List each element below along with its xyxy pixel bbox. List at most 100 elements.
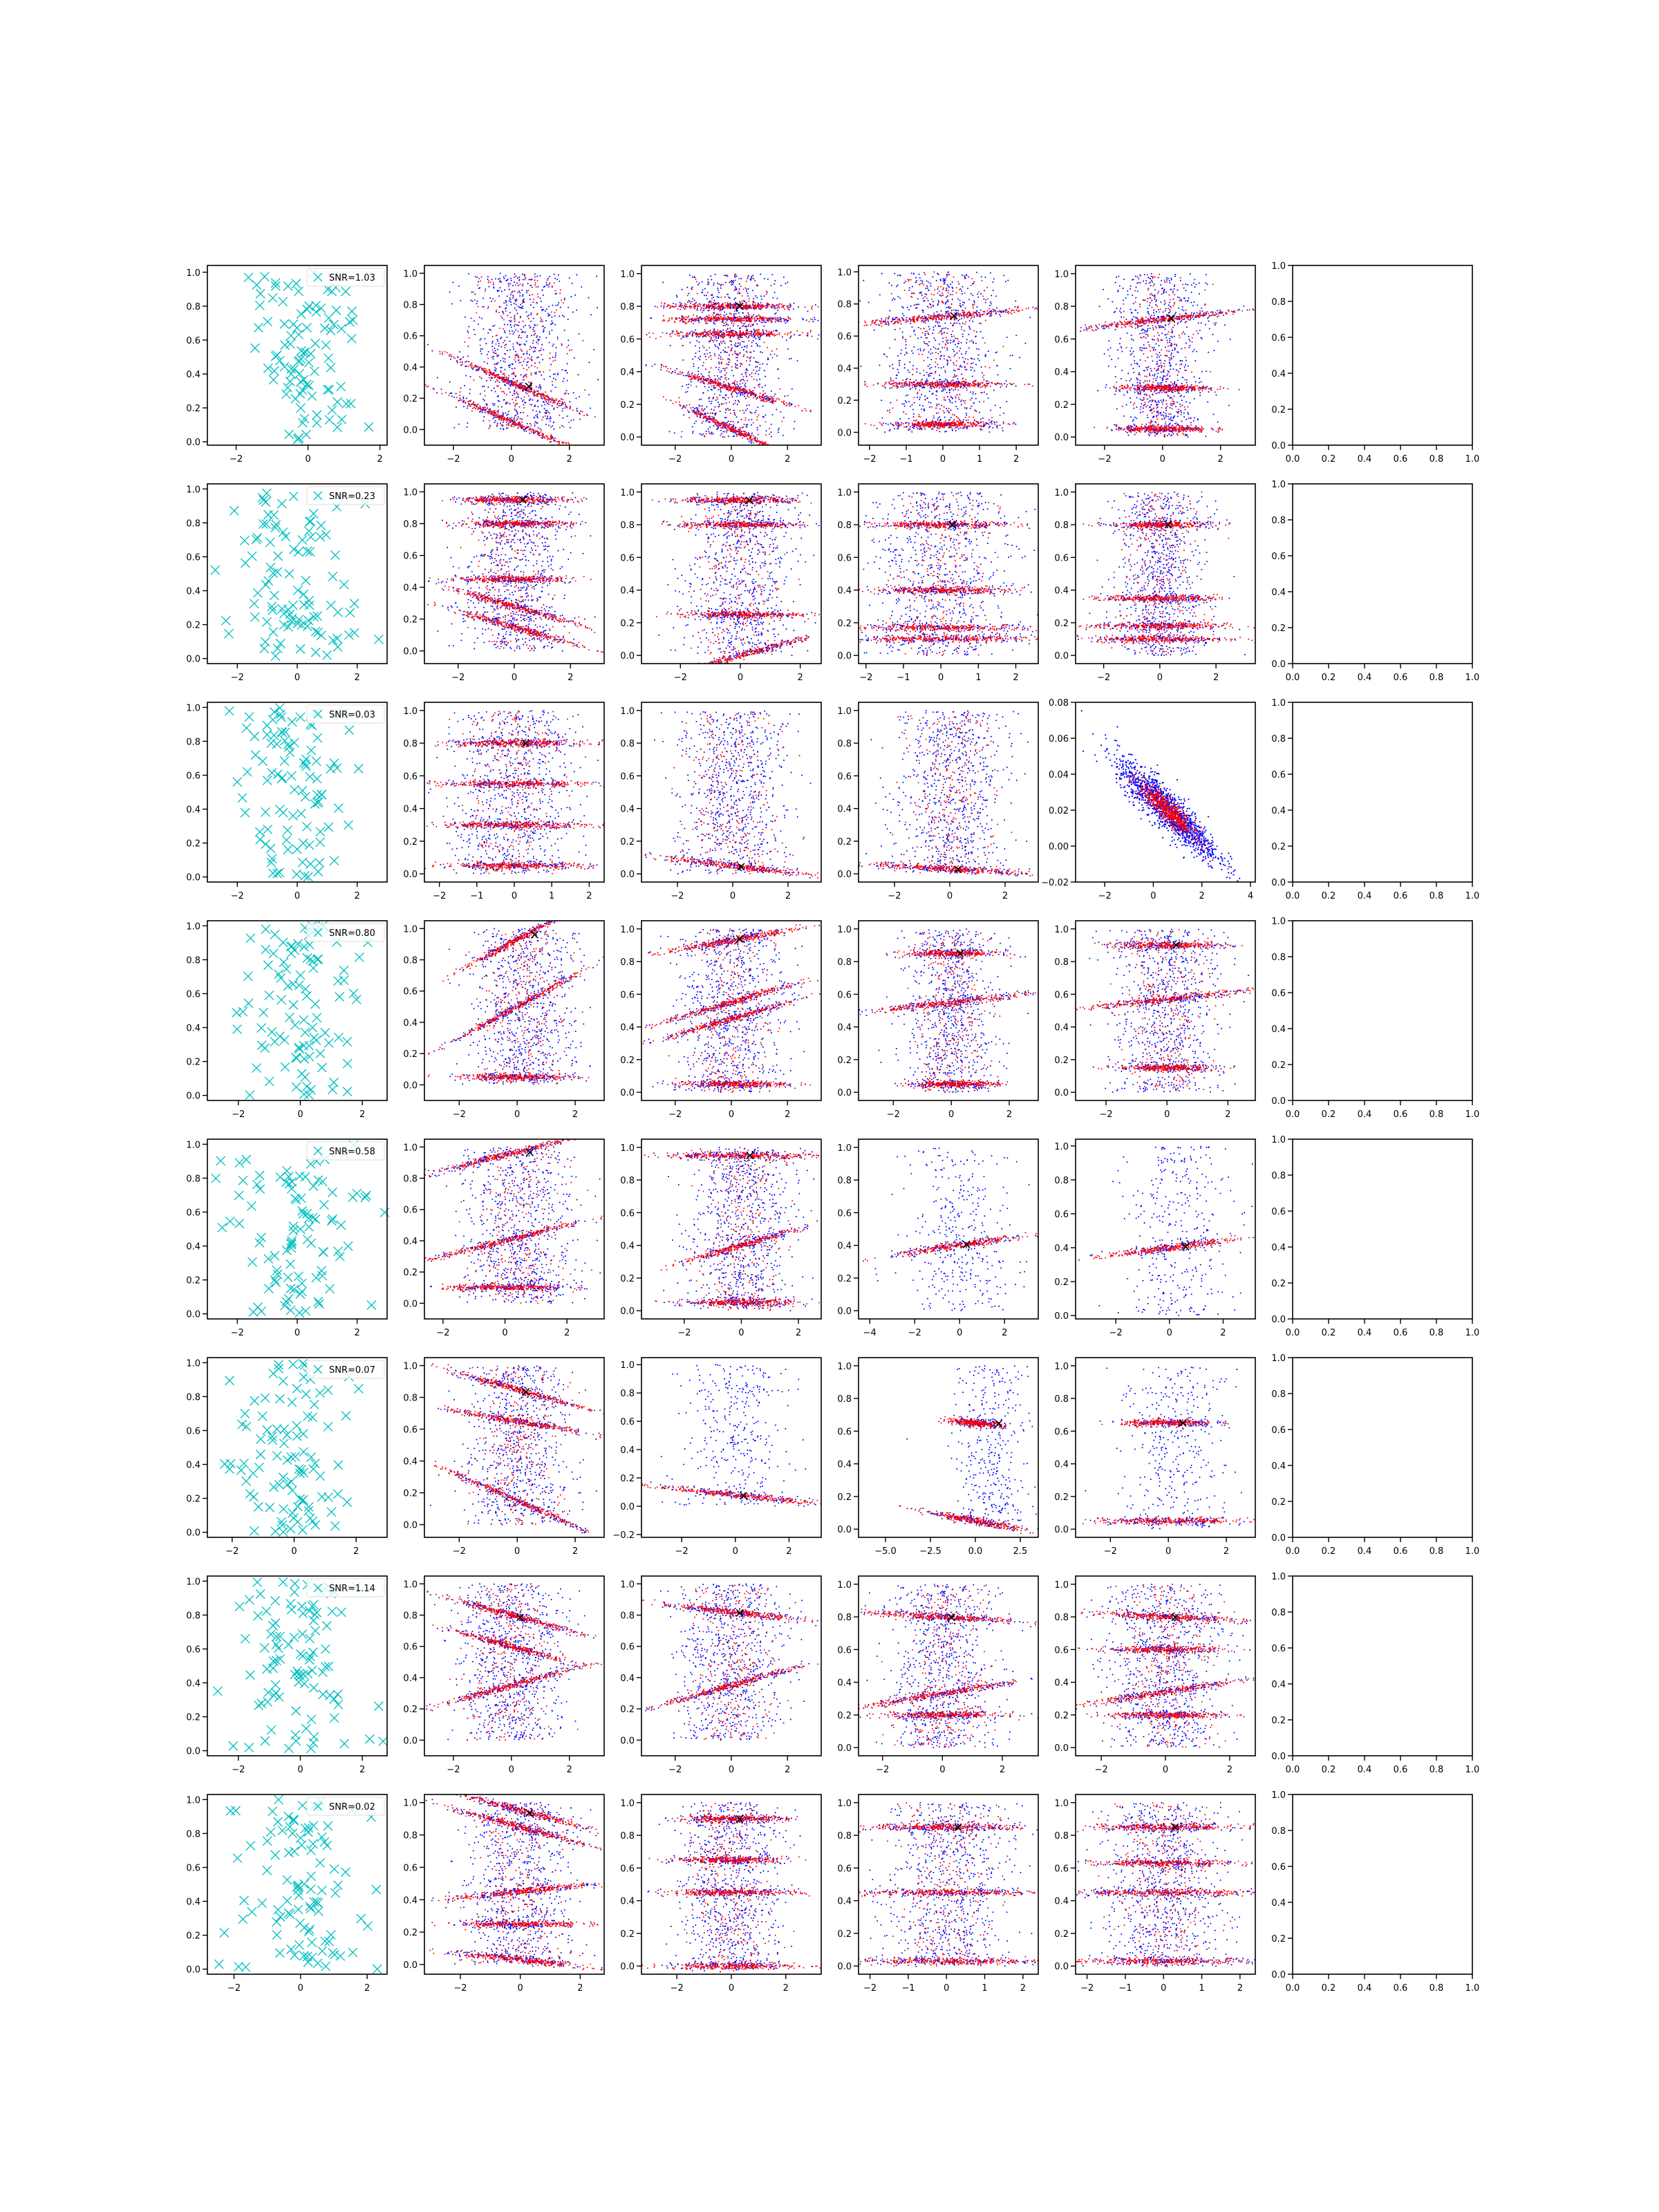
scatter-point [436,392,438,393]
panel-r0-c1: −2 0 20.00.20.40.60.81.0 [403,265,604,465]
scatter-point [544,408,545,409]
scatter-point [545,401,547,402]
scatter-point [545,337,547,339]
scatter-point [498,418,500,419]
scatter-point [499,376,500,377]
y-tick-label: 0.2 [186,404,200,414]
scatter-point [481,353,482,355]
scatter-point [511,326,512,328]
scatter-point [550,434,552,435]
scatter-point [510,278,512,279]
scatter-point [487,332,489,334]
scatter-point [504,347,505,348]
scatter-point [458,285,460,287]
scatter-point [500,428,501,429]
scatter-point [465,402,466,403]
scatter-point [478,407,480,409]
scatter-point [523,361,525,362]
scatter-point [523,386,524,388]
scatter-point [760,302,762,303]
scatter-point [531,374,532,375]
scatter-point [500,272,501,274]
scatter-point [534,425,536,427]
cross-point [310,367,319,376]
scatter-point [505,385,506,386]
scatter-point [545,424,547,425]
scatter-point [566,406,568,407]
scatter-point [504,324,505,325]
scatter-point [514,384,515,385]
scatter-point [515,284,516,285]
scatter-point [538,357,539,358]
scatter-point [471,404,472,405]
scatter-point [516,411,518,413]
scatter-point [522,283,523,285]
cross-point [303,305,312,314]
scatter-point [522,365,523,366]
cross-point [297,310,306,319]
scatter-point [510,324,512,326]
scatter-point [506,422,507,423]
scatter-point [529,294,530,296]
scatter-point [530,312,532,314]
scatter-point [478,409,479,410]
scatter-point [538,362,540,364]
scatter-point [449,292,451,293]
y-tick-label: 0.0 [403,425,418,435]
scatter-point [482,328,484,330]
scatter-point [552,398,553,400]
scatter-point [507,350,508,351]
scatter-point [500,422,501,424]
scatter-point [476,301,478,302]
data-layer [424,272,599,444]
scatter-point [750,326,751,327]
scatter-point [480,393,481,395]
scatter-point [514,299,516,301]
scatter-point [507,379,509,380]
scatter-point [547,279,548,281]
scatter-point [541,348,542,349]
scatter-point [512,290,513,292]
scatter-point [480,366,482,368]
scatter-point [710,355,711,357]
scatter-point [492,358,494,359]
scatter-point [494,364,495,365]
scatter-point [506,424,507,426]
cross-point [312,308,321,317]
scatter-point [503,319,505,321]
scatter-point [530,424,532,426]
scatter-point [564,393,565,395]
scatter-point [553,422,554,423]
cross-point [280,319,289,328]
scatter-point [492,418,494,420]
scatter-point [753,357,754,359]
scatter-point [493,282,494,283]
scatter-point [562,399,563,400]
scatter-point [491,279,493,280]
scatter-point [569,350,570,351]
scatter-point [695,420,697,422]
scatter-point [561,344,563,346]
scatter-point [545,320,547,321]
scatter-point [492,336,494,337]
scatter-point [460,364,462,366]
scatter-point [462,396,464,397]
scatter-point [529,391,530,392]
scatter-point [541,301,542,302]
scatter-point [689,301,691,302]
scatter-point [584,389,585,391]
scatter-point [535,395,536,396]
scatter-point [476,276,478,278]
scatter-point [529,427,531,429]
cross-point [279,297,288,306]
scatter-point [521,382,523,384]
scatter-point [514,405,516,406]
cross-point [312,411,321,420]
scatter-point [529,400,530,401]
scatter-point [500,360,501,362]
scatter-point [529,404,531,405]
scatter-point [549,399,550,400]
scatter-point [503,415,504,416]
scatter-point [523,388,524,389]
scatter-point [512,420,513,422]
